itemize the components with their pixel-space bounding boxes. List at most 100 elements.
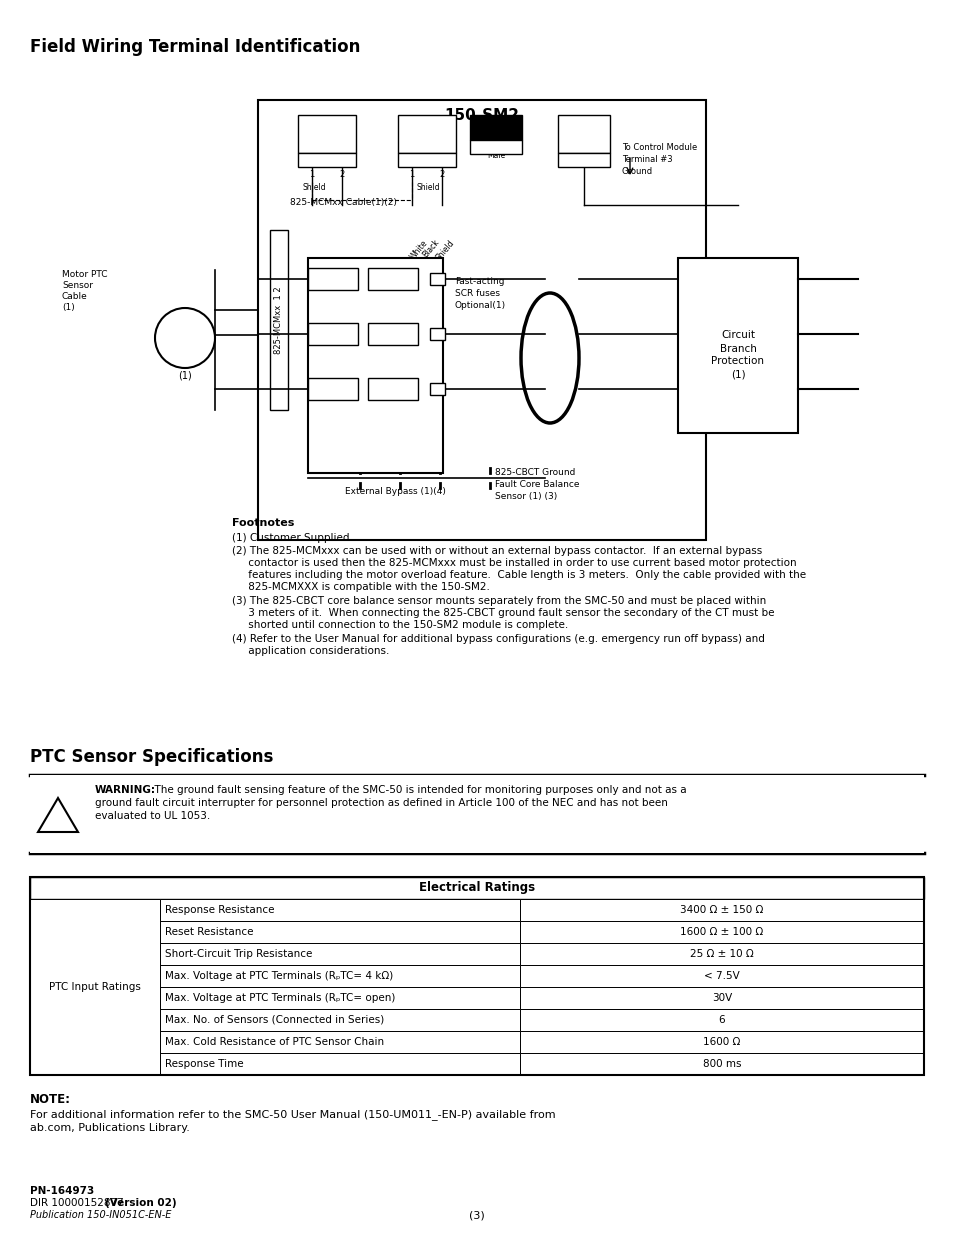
Bar bbox=[519, 987, 923, 1009]
Text: Response Time: Response Time bbox=[165, 1058, 243, 1070]
Text: L2/3: L2/3 bbox=[382, 329, 403, 338]
Text: Sensor (1) (3): Sensor (1) (3) bbox=[495, 492, 557, 501]
Text: RG25U: RG25U bbox=[482, 119, 509, 127]
Text: NOTE:: NOTE: bbox=[30, 1093, 71, 1107]
Text: 825-MCMxx  1 2: 825-MCMxx 1 2 bbox=[274, 287, 283, 353]
Text: Field Wiring Terminal Identification: Field Wiring Terminal Identification bbox=[30, 38, 360, 56]
Text: !: ! bbox=[54, 808, 62, 826]
Bar bbox=[368, 324, 417, 345]
Text: Protection: Protection bbox=[711, 357, 763, 367]
Text: Ground: Ground bbox=[621, 167, 653, 177]
Text: Fault Core Balance: Fault Core Balance bbox=[495, 480, 578, 489]
Text: WARNING:: WARNING: bbox=[95, 785, 156, 795]
Text: T3/6: T3/6 bbox=[322, 384, 343, 394]
Text: DIR 10000152877: DIR 10000152877 bbox=[30, 1198, 127, 1208]
Text: T1/2: T1/2 bbox=[322, 274, 343, 284]
Text: L1/1: L1/1 bbox=[382, 274, 403, 284]
Bar bbox=[519, 944, 923, 965]
Bar bbox=[297, 153, 355, 167]
Text: application considerations.: application considerations. bbox=[232, 646, 389, 656]
Text: Max. Voltage at PTC Terminals (RₚTC= open): Max. Voltage at PTC Terminals (RₚTC= ope… bbox=[165, 993, 395, 1003]
Text: Fast-acting: Fast-acting bbox=[455, 277, 504, 287]
Bar bbox=[30, 899, 160, 1074]
Text: contactor is used then the 825-MCMxxx must be installed in order to use current : contactor is used then the 825-MCMxxx mu… bbox=[232, 558, 796, 568]
Text: SMC-50: SMC-50 bbox=[345, 363, 405, 378]
Text: < 7.5V: < 7.5V bbox=[703, 971, 740, 981]
Bar bbox=[397, 115, 456, 153]
Bar bbox=[308, 268, 357, 290]
Bar bbox=[30, 776, 923, 853]
Text: (3): (3) bbox=[469, 1210, 484, 1220]
Text: (1): (1) bbox=[62, 303, 74, 312]
Text: M: M bbox=[176, 329, 193, 347]
Text: TB2: TB2 bbox=[314, 120, 338, 130]
Text: Female: Female bbox=[481, 128, 509, 138]
Text: Cable: Cable bbox=[62, 291, 88, 301]
Text: Optional(1): Optional(1) bbox=[455, 301, 506, 310]
Text: Publication 150-IN051C-EN-E: Publication 150-IN051C-EN-E bbox=[30, 1210, 172, 1220]
Text: External Bypass (1)(4): External Bypass (1)(4) bbox=[345, 487, 445, 496]
Text: 825-CBCT Ground: 825-CBCT Ground bbox=[495, 468, 575, 477]
Bar bbox=[30, 877, 923, 1074]
Text: Short-Circuit Trip Resistance: Short-Circuit Trip Resistance bbox=[165, 948, 312, 960]
Text: 25 Ω ± 10 Ω: 25 Ω ± 10 Ω bbox=[689, 948, 753, 960]
Bar bbox=[558, 153, 609, 167]
Text: To Control Module: To Control Module bbox=[621, 143, 697, 152]
Text: 825-MCMXXX is compatible with the 150-SM2.: 825-MCMXXX is compatible with the 150-SM… bbox=[232, 582, 489, 592]
Bar bbox=[160, 921, 519, 944]
Text: Male: Male bbox=[486, 151, 504, 161]
Text: Black: Black bbox=[420, 238, 441, 259]
Bar bbox=[368, 378, 417, 400]
Bar bbox=[519, 1009, 923, 1031]
Text: T2/4: T2/4 bbox=[322, 329, 343, 338]
Text: Footnotes: Footnotes bbox=[232, 517, 294, 529]
Text: TB4: TB4 bbox=[575, 156, 592, 164]
Text: 800 ms: 800 ms bbox=[702, 1058, 740, 1070]
Text: (1) Customer Supplied: (1) Customer Supplied bbox=[232, 534, 349, 543]
Text: 1: 1 bbox=[409, 170, 415, 179]
Text: TB3: TB3 bbox=[418, 156, 436, 164]
Text: White: White bbox=[408, 238, 429, 261]
Bar bbox=[297, 115, 355, 153]
Bar bbox=[308, 258, 442, 473]
Text: PTC Input Ratings: PTC Input Ratings bbox=[49, 982, 141, 992]
Bar bbox=[270, 230, 288, 410]
Text: ab.com, Publications Library.: ab.com, Publications Library. bbox=[30, 1123, 190, 1132]
Text: (Version 02): (Version 02) bbox=[105, 1198, 176, 1208]
Bar bbox=[30, 877, 923, 899]
Text: (1): (1) bbox=[730, 369, 744, 379]
Text: TB4: TB4 bbox=[572, 120, 596, 130]
Text: 2: 2 bbox=[339, 170, 344, 179]
Text: (3) The 825-CBCT core balance sensor mounts separately from the SMC-50 and must : (3) The 825-CBCT core balance sensor mou… bbox=[232, 597, 765, 606]
Bar bbox=[470, 140, 521, 154]
Text: 1600 Ω ± 100 Ω: 1600 Ω ± 100 Ω bbox=[679, 927, 762, 937]
Text: Circuit: Circuit bbox=[720, 331, 754, 341]
Text: Motor PTC: Motor PTC bbox=[62, 270, 108, 279]
Bar bbox=[160, 1053, 519, 1074]
Text: (1): (1) bbox=[178, 370, 192, 380]
Text: RG25U: RG25U bbox=[482, 142, 509, 151]
Text: Max. No. of Sensors (Connected in Series): Max. No. of Sensors (Connected in Series… bbox=[165, 1015, 384, 1025]
Bar bbox=[519, 1053, 923, 1074]
Text: Shield: Shield bbox=[434, 238, 456, 262]
Text: Branch: Branch bbox=[719, 343, 756, 353]
Bar bbox=[160, 987, 519, 1009]
Bar bbox=[678, 258, 797, 433]
Text: 150-SM2: 150-SM2 bbox=[444, 107, 519, 124]
Bar bbox=[430, 273, 444, 285]
Text: 6: 6 bbox=[718, 1015, 724, 1025]
Bar bbox=[308, 378, 357, 400]
Text: (2) The 825-MCMxxx can be used with or without an external bypass contactor.  If: (2) The 825-MCMxxx can be used with or w… bbox=[232, 546, 761, 556]
Bar bbox=[519, 965, 923, 987]
Text: features including the motor overload feature.  Cable length is 3 meters.  Only : features including the motor overload fe… bbox=[232, 571, 805, 580]
Text: The ground fault sensing feature of the SMC-50 is intended for monitoring purpos: The ground fault sensing feature of the … bbox=[148, 785, 686, 795]
Bar bbox=[397, 153, 456, 167]
Text: TB2: TB2 bbox=[318, 156, 335, 164]
Bar bbox=[558, 115, 609, 153]
Text: PN-164973: PN-164973 bbox=[30, 1186, 94, 1195]
Bar bbox=[257, 100, 705, 540]
Bar bbox=[160, 899, 519, 921]
Bar bbox=[519, 921, 923, 944]
Bar bbox=[430, 383, 444, 395]
Circle shape bbox=[154, 308, 214, 368]
